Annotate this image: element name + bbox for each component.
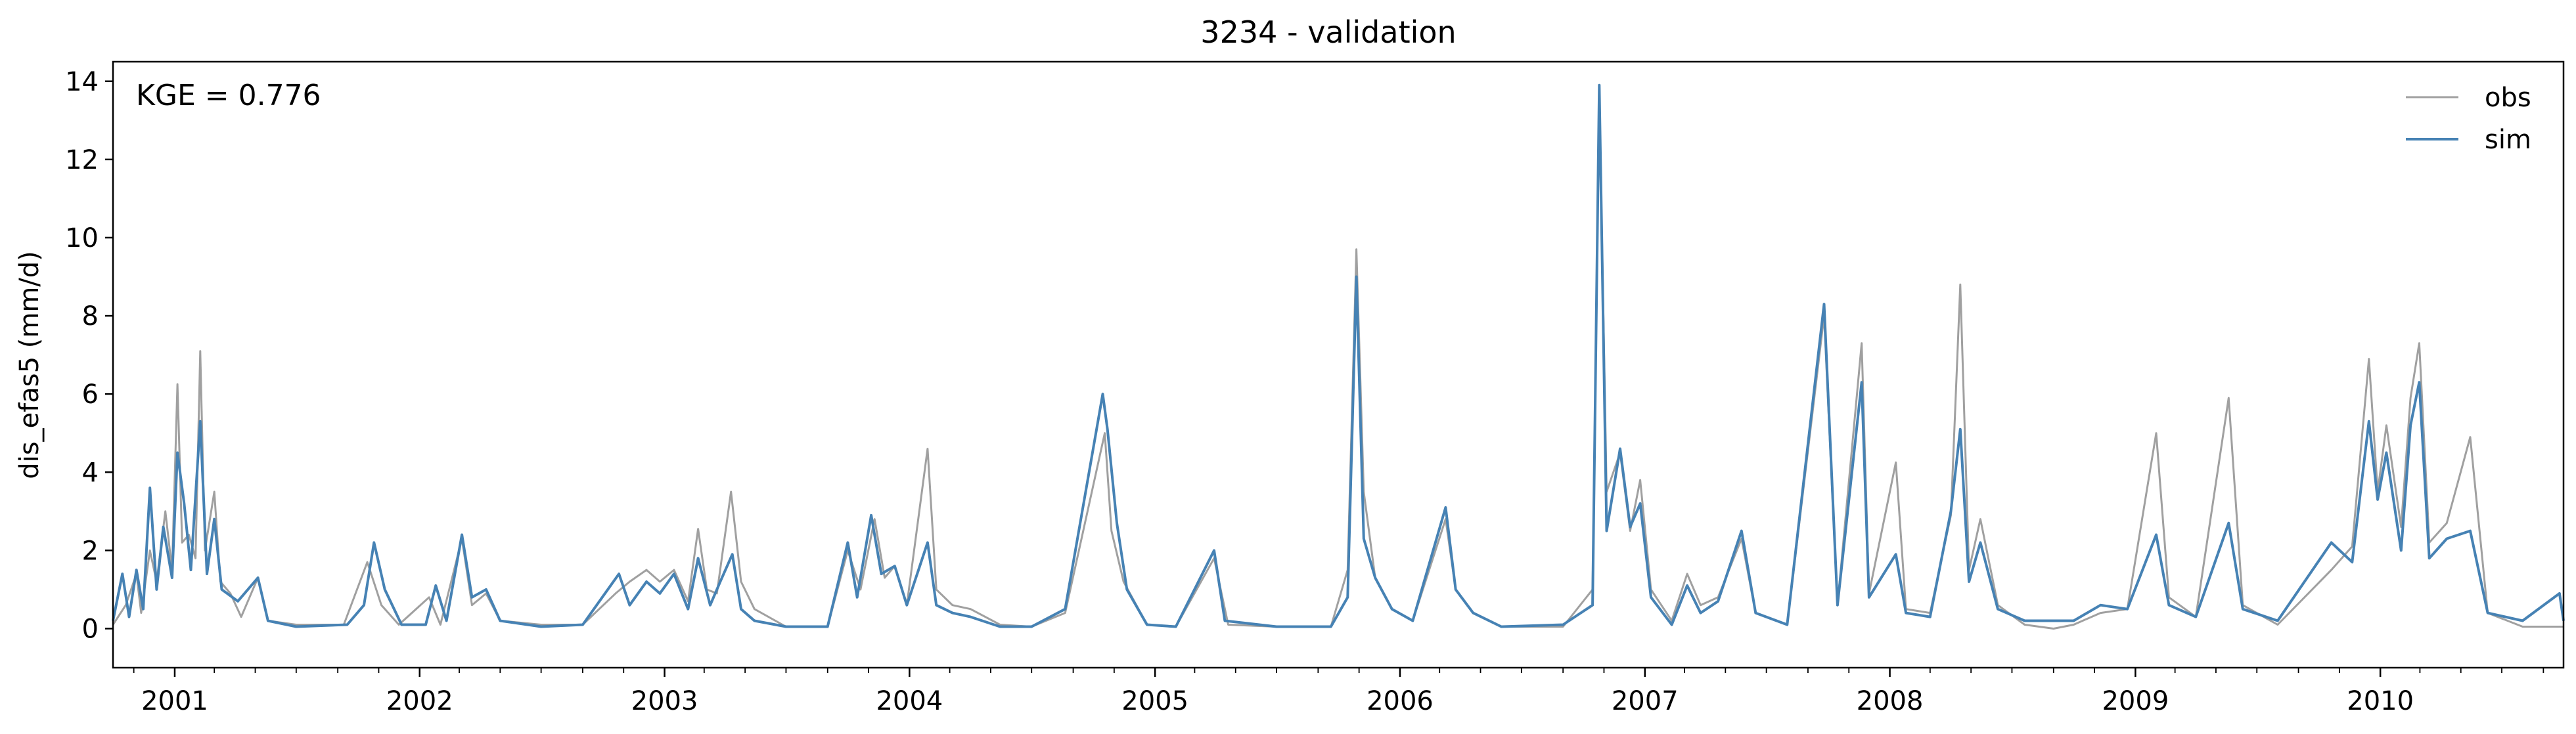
plot-area [112, 60, 2565, 669]
x-tick-label: 2008 [1857, 686, 1924, 716]
legend-label-obs: obs [2485, 83, 2531, 113]
series-layer [112, 83, 2565, 630]
y-tick-label: 2 [82, 536, 99, 566]
series-line-sim [112, 83, 2565, 628]
y-tick-label: 14 [65, 67, 99, 97]
y-tick-label: 4 [82, 458, 99, 488]
x-tick-label: 2004 [876, 686, 943, 716]
x-tick-label: 2006 [1367, 686, 1434, 716]
x-tick-label: 2003 [631, 686, 698, 716]
x-tick-label: 2010 [2347, 686, 2414, 716]
x-tick-label: 2009 [2102, 686, 2169, 716]
y-tick-label: 10 [65, 223, 99, 253]
y-tick-label: 12 [65, 145, 99, 175]
x-tick-label: 2007 [1612, 686, 1679, 716]
legend-label-sim: sim [2485, 125, 2531, 155]
y-axis-label: dis_efas5 (mm/d) [14, 251, 45, 479]
x-tick-label: 2002 [386, 686, 453, 716]
y-tick-label: 6 [82, 379, 99, 410]
plot-frame [112, 60, 2565, 669]
kge-annotation: KGE = 0.776 [136, 79, 321, 112]
y-axis: 0 2 4 6 8 10 12 14 [65, 67, 113, 644]
y-tick-label: 0 [82, 614, 99, 644]
legend: obs sim [2406, 83, 2531, 155]
x-tick-label: 2001 [141, 686, 208, 716]
x-axis: 2001 2002 2003 2004 2005 2006 2007 2008 2009 2010 [133, 668, 2544, 716]
x-tick-label: 2005 [1121, 686, 1188, 716]
chart-title: 3234 - validation [1200, 14, 1456, 50]
y-tick-label: 8 [82, 301, 99, 332]
